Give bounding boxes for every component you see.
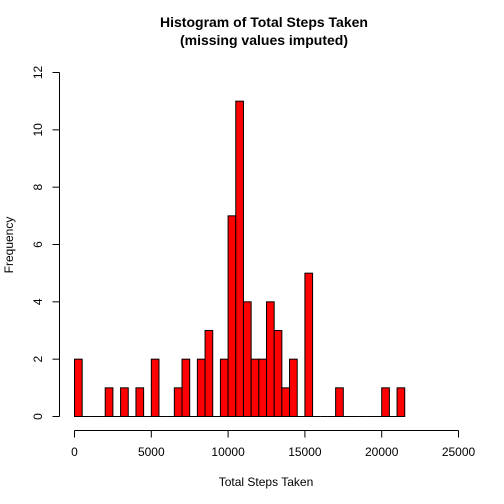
histogram-bar [281,387,291,418]
histogram-bar [258,358,268,417]
histogram-bar [74,358,83,417]
x-tick-label: 0 [71,445,78,459]
histogram-bar [173,387,183,418]
histogram-bar [242,301,252,418]
y-tick-label: 2 [31,356,45,363]
histogram-bar [181,358,191,417]
x-tick-label: 20000 [365,445,399,459]
histogram-bar [273,330,283,417]
histogram-bar [335,387,344,418]
histogram-bar [266,301,275,418]
histogram-bars [74,100,406,418]
y-tick-label: 6 [31,241,45,248]
histogram-bar [219,358,229,417]
y-tick-label: 10 [31,123,45,137]
y-tick-label: 0 [31,413,45,420]
x-tick-label: 10000 [211,445,245,459]
y-tick-label: 12 [31,66,45,80]
histogram-bar [396,387,406,418]
histogram-bar [304,272,314,417]
y-tick-label: 4 [31,298,45,305]
histogram-bar [235,100,244,418]
histogram-bar [120,387,129,418]
histogram-bar [196,358,206,417]
histogram-bar [250,358,260,417]
histogram-bar [104,387,114,418]
x-tick-label: 5000 [138,445,165,459]
histogram-bar [150,358,160,417]
histogram-bar [381,387,390,418]
x-tick-label: 15000 [288,445,322,459]
y-tick-label: 8 [31,184,45,191]
histogram-bar [289,358,298,417]
y-axis: 0 2 4 6 8 10 12 [31,66,60,420]
x-axis: 0 5000 10000 15000 20000 25000 [71,430,476,459]
y-axis-label: Frequency [2,217,16,274]
chart-subtitle: (missing values imputed) [180,32,348,48]
histogram-bar [227,215,237,417]
chart-title: Histogram of Total Steps Taken [160,14,368,30]
x-tick-label: 25000 [442,445,476,459]
histogram-bar [204,330,214,417]
x-axis-label: Total Steps Taken [219,475,314,489]
histogram-bar [135,387,145,418]
